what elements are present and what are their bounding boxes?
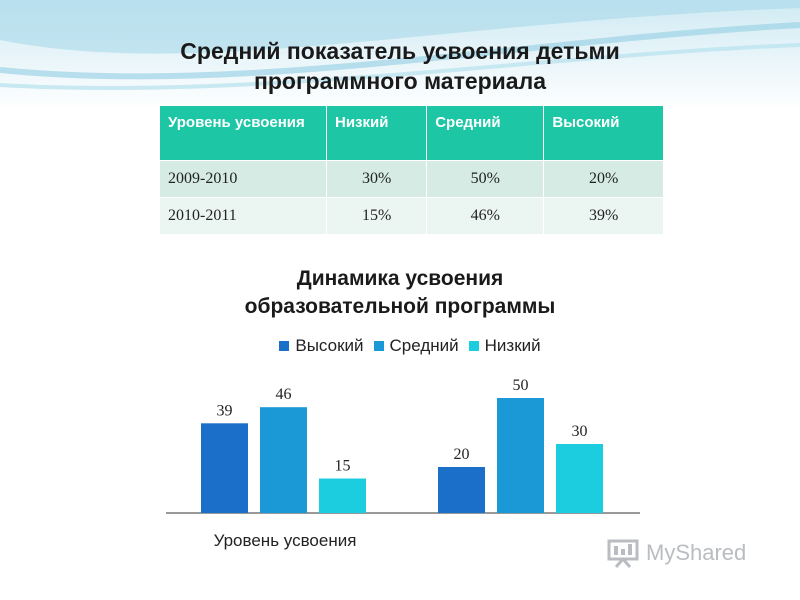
bar — [260, 407, 307, 513]
bar — [438, 467, 485, 513]
bar — [556, 444, 603, 513]
data-label: 20 — [454, 446, 470, 463]
data-label: 15 — [335, 458, 351, 475]
x-axis-label: Уровень усвоения — [214, 531, 357, 550]
logo-text: MyShared — [646, 540, 746, 566]
data-label: 50 — [513, 377, 529, 394]
data-label: 46 — [276, 386, 292, 403]
bar — [319, 479, 366, 514]
myshared-logo: MyShared — [606, 538, 746, 568]
bar — [497, 398, 544, 513]
data-label: 30 — [572, 423, 588, 440]
bar — [201, 423, 248, 513]
data-label: 39 — [217, 402, 233, 419]
presentation-icon — [606, 538, 640, 568]
